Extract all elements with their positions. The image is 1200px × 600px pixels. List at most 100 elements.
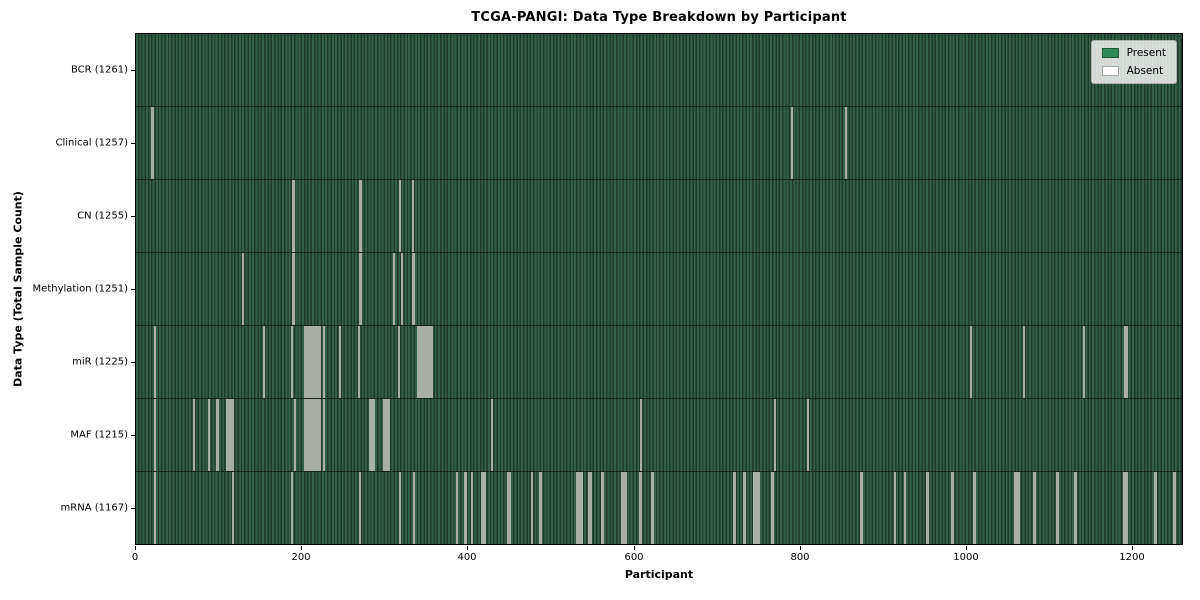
absent-stripe [392,253,395,325]
ytick-mark [131,143,135,144]
absent-stripe [308,399,311,471]
xtick-mark [1132,546,1133,550]
absent-stripe [464,472,467,544]
ytick-label-cn: CN (1255) [77,210,128,222]
legend-swatch-present [1101,48,1119,59]
xtick-mark [301,546,302,550]
absent-stripe [208,399,211,471]
absent-stripe [1022,326,1025,398]
heatmap-row-clinical [136,106,1182,179]
absent-stripe [580,472,583,544]
absent-stripe [232,399,235,471]
xtick-mark [467,546,468,550]
absent-stripe [790,107,793,179]
absent-stripe [359,472,362,544]
ytick-label-bcr: BCR (1261) [70,64,128,76]
ytick-mark [131,508,135,509]
absent-stripe [412,180,415,252]
absent-stripe [420,326,423,398]
ytick-mark [131,362,135,363]
absent-stripe [845,107,848,179]
absent-stripe [904,472,907,544]
absent-stripe [969,326,972,398]
absent-stripe [293,180,296,252]
absent-stripe [1056,472,1059,544]
absent-stripe [491,399,494,471]
absent-stripe [317,326,320,398]
absent-stripe [540,472,543,544]
legend-label-present: Present [1126,47,1166,59]
legend: Present Absent [1090,40,1177,84]
absent-stripe [313,399,316,471]
absent-stripe [230,399,233,471]
absent-stripe [774,399,777,471]
absent-stripe [318,399,321,471]
absent-stripe [1018,472,1020,544]
absent-stripe [399,180,402,252]
absent-stripe [315,326,318,398]
absent-stripe [373,399,376,471]
xtick-label-800: 800 [790,552,810,563]
absent-stripe [371,399,374,471]
absent-stripe [315,399,318,471]
plot-area: Present Absent [135,33,1183,545]
x-axis-label: Participant [624,568,694,581]
absent-stripe [312,399,315,471]
legend-item-absent: Absent [1101,65,1166,77]
absent-stripe [400,253,403,325]
xtick-mark [966,546,967,550]
xtick-label-600: 600 [624,552,644,563]
absent-stripe [483,472,486,544]
absent-stripe [429,326,432,398]
absent-stripe [471,472,474,544]
absent-stripe [305,326,308,398]
ytick-label-clinical: Clinical (1257) [55,137,129,149]
absent-stripe [360,180,363,252]
absent-stripe [154,472,157,544]
absent-stripe [318,326,321,398]
absent-stripe [807,399,810,471]
absent-stripe [293,253,296,325]
absent-stripe [388,399,391,471]
absent-stripe [291,472,294,544]
absent-stripe [153,399,156,471]
absent-stripe [894,472,897,544]
absent-stripe [652,472,655,544]
xtick-label-400: 400 [457,552,477,563]
heatmap-rows [136,34,1182,544]
absent-stripe [152,107,154,179]
absent-stripe [1154,472,1157,544]
ytick-mark [131,216,135,217]
xtick-label-200: 200 [291,552,311,563]
absent-stripe [757,472,760,544]
legend-swatch-absent [1101,65,1119,76]
absent-stripe [422,326,425,398]
absent-stripe [313,326,316,398]
absent-stripe [951,472,954,544]
absent-stripe [1125,472,1128,544]
absent-stripe [310,399,313,471]
absent-stripe [430,326,433,398]
absent-stripe [317,399,320,471]
legend-item-present: Present [1101,47,1166,59]
heatmap-row-cn [136,179,1182,252]
absent-stripe [322,399,325,471]
heatmap-row-maf [136,398,1182,471]
absent-stripe [231,472,234,544]
xtick-label-1200: 1200 [1119,552,1145,563]
absent-stripe [338,326,341,398]
chart-title: TCGA-PANGI: Data Type Breakdown by Parti… [471,10,847,25]
absent-stripe [1173,472,1176,544]
xtick-mark [634,546,635,550]
absent-stripe [531,472,534,544]
heatmap-row-mrna [136,471,1182,544]
absent-stripe [589,472,592,544]
ytick-mark [131,70,135,71]
absent-stripe [639,399,642,471]
xtick-mark [800,546,801,550]
absent-stripe [1033,472,1036,544]
ytick-label-mrna: mRNA (1167) [60,502,128,514]
absent-stripe [153,326,156,398]
xtick-mark [135,546,136,550]
